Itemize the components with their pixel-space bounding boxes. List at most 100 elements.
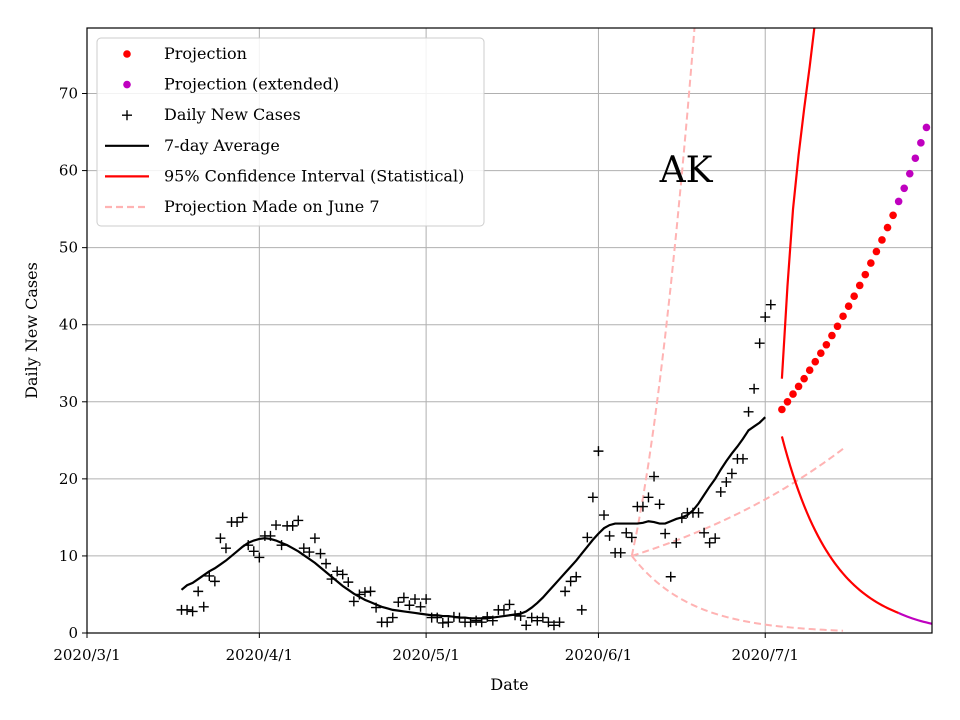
projection-extended-point (900, 184, 909, 193)
daily-case-point (743, 406, 754, 417)
daily-case-point (232, 517, 243, 528)
daily-case-point (576, 604, 587, 615)
ci-upper-line (780, 28, 816, 379)
daily-case-point (359, 587, 370, 598)
daily-case-point (704, 537, 715, 548)
daily-case-point (432, 612, 443, 623)
y-tick-label: 30 (59, 393, 78, 411)
daily-case-point (621, 527, 632, 538)
daily-case-point (654, 499, 665, 510)
daily-case-point (248, 546, 259, 557)
projection-extended-point (922, 123, 931, 132)
daily-case-point (271, 520, 282, 531)
daily-case-point (715, 486, 726, 497)
projection-point (805, 366, 814, 374)
projection-point (800, 374, 808, 383)
daily-case-point (710, 533, 721, 544)
daily-case-point (321, 558, 332, 569)
daily-case-point (554, 617, 565, 628)
daily-case-point (332, 566, 343, 577)
legend-label-projection: Projection (164, 44, 247, 63)
x-tick-label: 2020/4/1 (226, 646, 293, 664)
daily-case-point (398, 592, 409, 603)
y-tick-label: 60 (59, 162, 78, 180)
daily-case-point (660, 528, 671, 539)
daily-case-point (382, 617, 393, 628)
daily-case-point (326, 574, 337, 585)
legend-label-cases: Daily New Cases (164, 105, 301, 124)
y-tick-label: 20 (59, 470, 78, 488)
projection-point (855, 281, 864, 290)
daily-case-point (560, 586, 571, 597)
daily-case-point (309, 533, 320, 544)
legend-label-june7: Projection Made on June 7 (164, 197, 380, 216)
legend-label-extended: Projection (extended) (164, 75, 339, 94)
daily-case-point (421, 594, 432, 605)
daily-case-point (548, 620, 559, 631)
projection-point (817, 349, 825, 358)
ci-lower-extended-line (898, 611, 932, 625)
daily-case-point (304, 547, 315, 558)
daily-case-point (582, 532, 593, 543)
daily-case-point (571, 571, 582, 582)
projection-point (878, 236, 886, 244)
x-axis-title: Date (490, 675, 528, 694)
daily-case-point (220, 543, 231, 554)
projection-extended-point (905, 169, 914, 178)
daily-case-point (287, 520, 298, 531)
daily-case-point (726, 468, 737, 479)
daily-case-point (737, 453, 748, 464)
daily-case-point (448, 611, 459, 622)
projection-point (844, 302, 853, 311)
daily-case-point (649, 471, 660, 482)
legend-marker-projection (123, 50, 131, 58)
daily-case-point (471, 615, 482, 626)
x-tick-label: 2020/7/1 (732, 646, 799, 664)
axes: 2020/3/1 2020/4/1 2020/5/1 2020/6/1 2020/7/1… (53, 85, 799, 664)
daily-case-point (487, 615, 498, 626)
daily-case-point (615, 547, 626, 558)
daily-case-point (243, 540, 254, 551)
daily-case-point (599, 510, 610, 521)
daily-case-point (215, 533, 226, 544)
june7-projection-line (631, 448, 844, 557)
daily-case-point (604, 530, 615, 541)
daily-case-point (476, 617, 487, 628)
plot-area (176, 28, 932, 632)
daily-case-point (721, 476, 732, 487)
daily-case-point (521, 620, 532, 631)
daily-case-point (465, 617, 476, 628)
daily-case-point (415, 601, 426, 612)
y-axis-title: Daily New Cases (22, 262, 41, 399)
legend-box (96, 37, 485, 227)
daily-case-point (198, 601, 209, 612)
daily-case-point (626, 532, 637, 543)
daily-case-point (543, 617, 554, 628)
june7-upper-bound (630, 28, 696, 557)
daily-case-point (371, 602, 382, 613)
y-tick-label: 50 (59, 239, 78, 257)
daily-case-point (504, 599, 515, 610)
projection-point (850, 292, 858, 301)
legend-marker-extended (123, 80, 131, 89)
daily-case-point (482, 611, 493, 622)
ci-lower-line (780, 436, 900, 614)
june7-lower-bound (631, 555, 844, 632)
daily-case-point (676, 513, 687, 524)
daily-case-point (437, 617, 448, 628)
daily-case-point (209, 576, 220, 587)
daily-case-point (693, 507, 704, 518)
x-tick-label: 2020/3/1 (53, 646, 120, 664)
projection-point (861, 270, 870, 279)
daily-case-point (671, 537, 682, 548)
y-tick-label: 70 (59, 85, 78, 103)
daily-case-point (754, 338, 765, 349)
daily-case-point (760, 312, 771, 323)
x-tick-label: 2020/6/1 (565, 646, 632, 664)
daily-case-point (526, 612, 537, 623)
projection-point (789, 390, 797, 398)
daily-case-point (193, 586, 204, 597)
daily-case-point (393, 597, 404, 608)
projection-extended-point (917, 139, 925, 147)
y-tick-label: 0 (68, 624, 78, 642)
